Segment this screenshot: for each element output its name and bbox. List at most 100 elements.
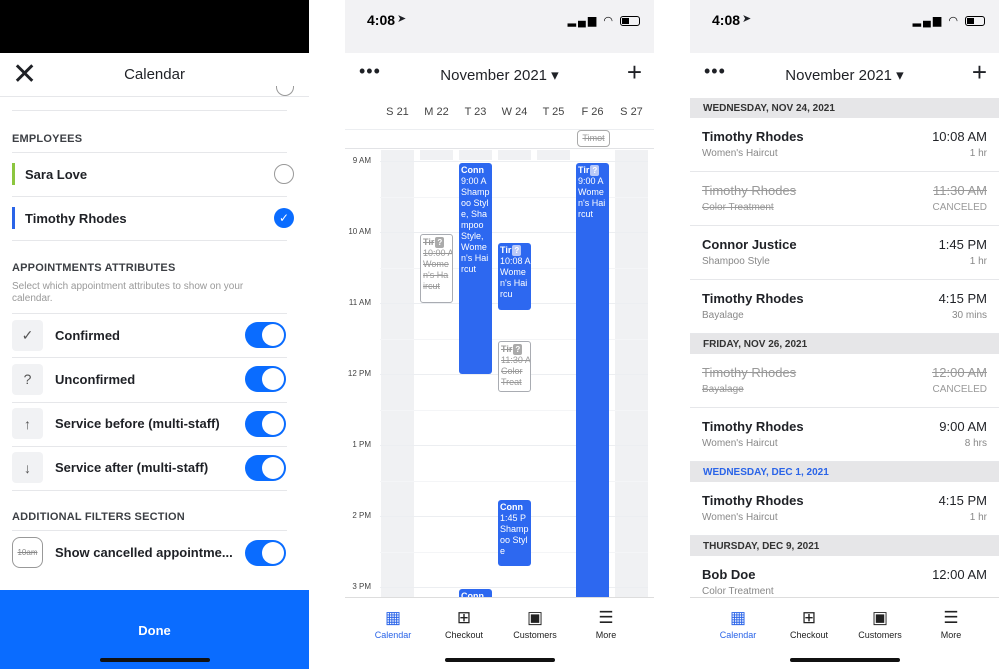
tab-label: Checkout (789, 630, 829, 640)
event-service: Women's Haircu (500, 267, 528, 300)
tab-checkout[interactable]: ⊞ Checkout (434, 608, 494, 640)
appointment-block[interactable]: Tir? 10:08 A Women's Haircu (498, 243, 531, 311)
tab-label: Customers (858, 630, 902, 640)
close-icon[interactable]: ✕ (12, 58, 38, 91)
day-column (537, 150, 570, 597)
appointment-list-item[interactable]: Timothy Rhodes Bayalage 4:15 PM 30 mins (690, 280, 999, 334)
appointment-duration: 8 hrs (964, 438, 987, 449)
tab-more[interactable]: ☰ More (576, 608, 636, 640)
attributes-caption: APPOINTMENTS ATTRIBUTES (12, 262, 176, 274)
list-view-panel: 4:08 ➤ ▂▄▆ ◠ ••• November 2021 ▾ + WEDNESDAY… (690, 0, 999, 669)
day-header: M 22 (424, 106, 449, 118)
checkmark-icon[interactable]: ✓ (274, 208, 294, 228)
event-service: Women's Haircut (423, 259, 449, 291)
unconfirmed-icon: ? (435, 237, 445, 248)
event-title: Tir? (423, 237, 450, 248)
event-service: Shampoo Style, Shampoo Style, Women's Ha… (461, 187, 490, 274)
tab-calendar[interactable]: ▦ Calendar (363, 608, 423, 640)
home-indicator (100, 658, 210, 662)
radio-unchecked[interactable] (274, 164, 294, 184)
month-selector[interactable]: November 2021 ▾ (785, 67, 904, 84)
tab-calendar[interactable]: ▦ Calendar (708, 608, 768, 640)
event-time: 11:30 A (501, 354, 531, 365)
unconfirmed-icon: ? (513, 343, 523, 355)
date-header: FRIDAY, NOV 26, 2021 (690, 334, 999, 354)
tab-more[interactable]: ☰ More (921, 608, 981, 640)
service-name: Bayalage (702, 310, 744, 321)
menu-icon: ☰ (943, 608, 959, 627)
appointment-duration: 1 hr (969, 148, 987, 159)
tab-label: Customers (513, 630, 557, 640)
attribute-toggle[interactable] (245, 454, 286, 481)
client-name: Bob Doe (702, 567, 756, 582)
employee-row-timothy-rhodes[interactable]: Timothy Rhodes ✓ (12, 196, 294, 240)
attribute-row[interactable]: ✓ Confirmed (12, 313, 286, 357)
day-header: S 27 (620, 106, 643, 118)
day-column (615, 150, 648, 597)
day-header: F 26 (581, 106, 604, 118)
employee-row-sara-love[interactable]: Sara Love (12, 152, 294, 196)
day-column (381, 150, 414, 597)
attribute-toggle[interactable] (245, 410, 286, 437)
home-indicator (445, 658, 555, 662)
event-title: Tir? (500, 245, 529, 257)
service-name: Bayalage (702, 384, 744, 395)
client-name: Timothy Rhodes (702, 129, 804, 144)
tab-customers[interactable]: ▣ Customers (505, 608, 565, 640)
tab-checkout[interactable]: ⊞ Checkout (779, 608, 839, 640)
appointment-time: 4:15 PM (938, 493, 987, 508)
home-indicator (790, 658, 900, 662)
attribute-row[interactable]: ↑ Service before (multi-staff) (12, 402, 286, 446)
tab-label: Calendar (719, 630, 757, 640)
add-icon[interactable]: + (626, 57, 642, 87)
checkout-icon: ⊞ (801, 608, 817, 627)
appointment-list-item[interactable]: Connor Justice Shampoo Style 1:45 PM 1 hr (690, 226, 999, 280)
appointment-time: 11:30 AM (933, 183, 987, 198)
all-day-event[interactable]: Timot (577, 130, 610, 147)
hour-label: 1 PM (352, 440, 371, 449)
appointment-time: 12:00 AM (932, 365, 987, 380)
client-name: Connor Justice (702, 237, 797, 252)
date-header: WEDNESDAY, NOV 24, 2021 (690, 98, 999, 118)
show-cancelled-toggle[interactable] (245, 540, 286, 566)
add-icon[interactable]: + (971, 57, 987, 87)
attribute-row[interactable]: ↓ Service after (multi-staff) (12, 446, 286, 490)
attributes-help: Select which appointment attributes to s… (12, 281, 244, 304)
status-icons: ▂▄▆ ◠ (568, 14, 640, 27)
appointment-list-item[interactable]: Timothy Rhodes Women's Haircut 10:08 AM 1 h… (690, 118, 999, 172)
menu-icon: ☰ (598, 608, 614, 627)
hour-label: 2 PM (352, 511, 371, 520)
done-button[interactable]: Done (0, 590, 309, 669)
show-cancelled-row[interactable]: 10am Show cancelled appointme... (12, 530, 286, 575)
appointment-list-item[interactable]: Timothy Rhodes Bayalage 12:00 AM CANCELED (690, 354, 999, 408)
status-bar: 4:08 ➤ ▂▄▆ ◠ (690, 0, 999, 53)
client-name: Timothy Rhodes (702, 183, 797, 198)
status-bar: 4:08 ➤ ▂▄▆ ◠ (345, 0, 654, 53)
hour-label: 9 AM (352, 156, 371, 165)
appointment-list-item[interactable]: Timothy Rhodes Women's Haircut 9:00 AM 8 hr… (690, 408, 999, 462)
month-selector[interactable]: November 2021 ▾ (440, 67, 559, 84)
attribute-toggle[interactable] (245, 322, 286, 348)
more-options-icon[interactable]: ••• (704, 61, 726, 81)
radio-partial[interactable] (276, 86, 294, 96)
canceled-appointment-block[interactable]: Tir? 10:00 A Women's Haircut (420, 234, 453, 303)
canceled-appointment-block[interactable]: Tir? 11:30 A Color Treat (498, 340, 531, 392)
appointment-block[interactable]: Conn 9:00 A Shampoo Style, Shampoo Style, … (459, 163, 492, 374)
tab-label: Calendar (374, 630, 412, 640)
appointment-block[interactable]: Conn 1:45 P Shampoo Style (498, 500, 531, 566)
unconfirmed-icon: ? (512, 245, 522, 257)
event-title: Conn (461, 165, 490, 176)
hour-label: 11 AM (348, 298, 371, 307)
appointment-list-item[interactable]: Timothy Rhodes Color Treatment 11:30 AM CAN… (690, 172, 999, 226)
employees-caption: EMPLOYEES (12, 133, 83, 145)
attribute-toggle[interactable] (245, 366, 286, 393)
status-time: 4:08 (712, 12, 741, 28)
page-title: Calendar (124, 66, 185, 83)
attribute-row[interactable]: ? Unconfirmed (12, 357, 286, 401)
appointment-duration: 1 hr (969, 256, 987, 267)
tab-customers[interactable]: ▣ Customers (850, 608, 910, 640)
appointment-list-item[interactable]: Timothy Rhodes Women's Haircut 4:15 PM 1 hr (690, 482, 999, 536)
appointment-block[interactable]: Tir? 9:00 A Women's Haircut (576, 163, 609, 630)
more-options-icon[interactable]: ••• (359, 61, 381, 81)
week-view-panel: 4:08 ➤ ▂▄▆ ◠ ••• November 2021 ▾ + S 21 M 22 T… (345, 0, 654, 669)
